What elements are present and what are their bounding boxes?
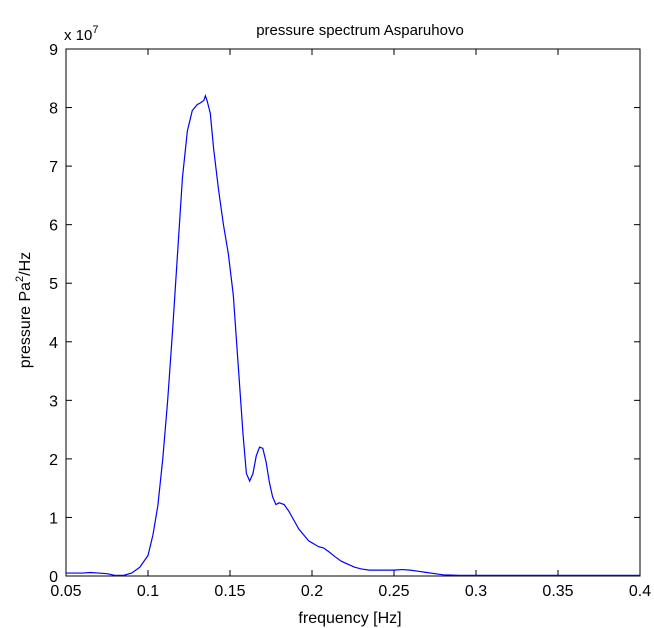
y-tick-label: 4 [49,335,58,352]
x-tick-label: 0.15 [214,583,245,600]
x-axis: 0.05 0.1 0.15 0.2 0.25 0.3 0.35 0.4 [50,49,651,600]
y-tick-label: 1 [49,510,58,527]
x-axis-label: frequency [Hz] [298,610,401,627]
y-tick-label: 7 [49,159,58,176]
y-tick-label: 6 [49,218,58,235]
x-tick-label: 0.4 [629,583,651,600]
y-tick-label: 3 [49,393,58,410]
y-multiplier: x 107 [64,24,98,44]
y-tick-label: 0 [49,569,58,586]
y-multiplier-exponent: 7 [92,24,98,36]
y-axis-label-prefix: pressure Pa [17,282,34,368]
y-axis: 0 1 2 3 4 5 6 7 8 9 [49,42,640,586]
x-tick-label: 0.2 [301,583,323,600]
x-tick-label: 0.05 [50,583,81,600]
x-tick-label: 0.1 [137,583,159,600]
axes-box [65,48,641,577]
x-tick-label: 0.35 [542,583,573,600]
chart-title: pressure spectrum Asparuhovo [256,22,464,39]
y-multiplier-base: x 10 [64,27,92,44]
y-tick-label: 8 [49,101,58,118]
x-tick-label: 0.25 [378,583,409,600]
y-axis-label-superscript: 2 [14,276,26,282]
x-tick-label: 0.3 [465,583,487,600]
plot-area [65,48,641,577]
y-tick-label: 5 [49,276,58,293]
series-line [66,94,640,577]
y-tick-label: 9 [49,42,58,59]
y-tick-label: 2 [49,452,58,469]
y-axis-label: pressure Pa2/Hz [14,252,34,368]
y-axis-label-suffix: /Hz [17,252,34,276]
